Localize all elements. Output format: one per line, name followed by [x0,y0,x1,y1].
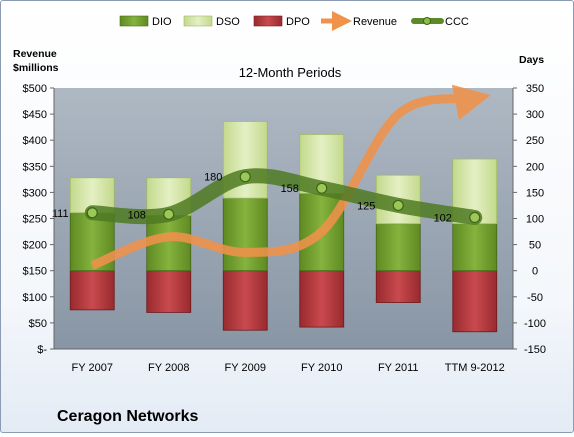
left-tick-label: $400 [23,135,47,147]
left-tick-label: $300 [23,187,47,199]
bar-dpo [375,270,421,303]
company-name: Ceragon Networks [57,408,198,425]
right-tick-label: -150 [524,344,546,356]
ccc-point [316,182,328,194]
right-tick-label: 200 [526,161,544,173]
legend-swatch-dso [183,15,213,27]
legend-swatch-dpo [253,15,283,27]
ccc-data-label: 158 [281,183,299,195]
ccc-data-label: 108 [128,209,146,221]
bar-dpo [146,270,192,313]
left-axis-title-line2: $millions [13,62,59,74]
left-tick-label: $100 [23,292,47,304]
x-tick-label: FY 2008 [148,362,189,374]
ccc-point [469,211,481,224]
right-tick-label: 350 [526,83,544,95]
ccc-point [392,199,404,212]
bar-dio [452,223,498,272]
legend-label-dio: DIO [152,16,172,28]
legend-marker-ccc [423,17,431,25]
x-tick-label: FY 2011 [378,362,419,374]
left-tick-label: $250 [23,214,47,226]
ccc-point [163,208,175,220]
left-tick-label: $200 [23,240,47,252]
legend-label-dso: DSO [216,16,240,28]
right-tick-label: 300 [526,109,544,121]
legend-label-revenue: Revenue [353,16,397,28]
ccc-point [239,171,251,183]
right-tick-label: -50 [527,292,543,304]
chart-title: 12-Month Periods [239,65,342,80]
legend-swatch-dio [119,15,149,27]
x-tick-label: FY 2009 [225,362,266,374]
right-tick-label: 0 [532,266,538,278]
revenue-line [90,84,491,270]
bar-dpo [69,270,115,311]
legend-label-dpo: DPO [286,16,310,28]
left-tick-label: $150 [23,266,47,278]
bar-dpo [452,270,498,333]
bar-dio [222,197,268,272]
ccc-data-label: 102 [434,212,452,224]
left-tick-label: $- [37,344,47,356]
right-tick-label: 50 [529,240,541,252]
x-tick-label: FY 2010 [301,362,342,374]
legend: DIO DSO DPO Revenue CCC [119,11,469,31]
right-tick-label: 100 [526,214,544,226]
left-tick-label: $500 [23,83,47,95]
bar-dpo [222,270,268,331]
left-tick-label: $350 [23,161,47,173]
x-tick-label: FY 2007 [72,362,113,374]
left-axis-title-line1: Revenue [13,48,57,60]
right-tick-label: -100 [524,318,546,330]
ccc-data-label: 180 [204,172,222,184]
left-tick-label: $450 [23,109,47,121]
ccc-point [86,207,98,219]
bar-dio [375,223,421,272]
right-tick-label: 250 [526,135,544,147]
ccc-data-label: 111 [52,208,69,220]
left-tick-label: $50 [29,318,47,330]
legend-label-ccc: CCC [445,16,469,28]
x-tick-label: TTM 9-2012 [445,362,505,374]
ccc-line [84,168,483,225]
ccc-data-label: 125 [357,200,375,212]
right-axis-title: Days [519,54,544,66]
right-tick-label: 150 [526,187,544,199]
bar-dpo [299,270,345,328]
